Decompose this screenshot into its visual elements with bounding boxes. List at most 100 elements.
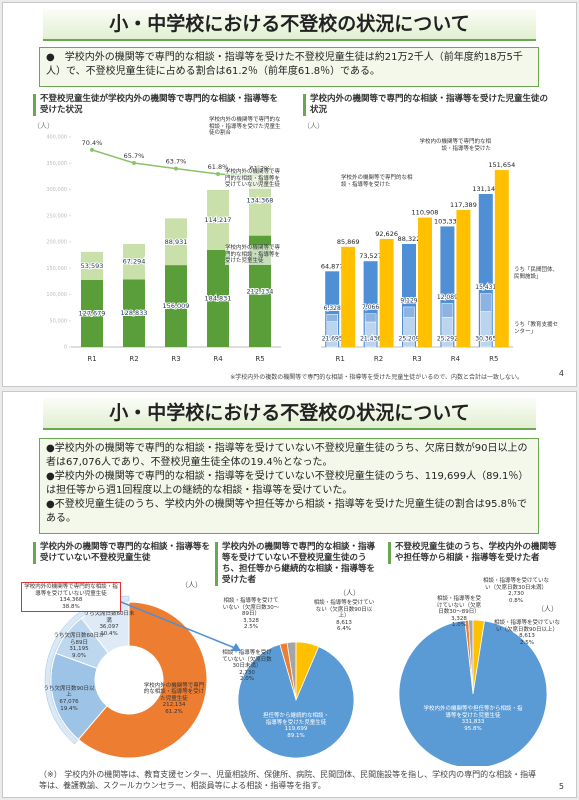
bar [207,189,229,250]
series-label: 学校内外の機関等で専門的な相談・指導等を受けていない児童生徒 [225,169,283,189]
bar [165,218,187,266]
chart-title: 学校内外の機関等で専門的な相談・指導等を受けていない不登校児童生徒のうち、担任等… [215,542,382,586]
y-tick-label: 0 [64,345,67,351]
series-label: 学校外の機関等で専門的な相談・指導等を受けた [341,175,413,188]
bullet: ●学校内外の機関等で専門的な相談・指導等を受けていない不登校児童生徒のうち、11… [46,471,529,496]
share-label: 0.8% [509,597,523,604]
bar-part [403,317,415,348]
value-label: 212,134 [162,702,186,709]
footnote: ※学校内外の複数の機関等で専門的な相談・指導等を受けた児童生徒がいるので、内数と… [230,374,523,381]
bar [418,217,432,347]
y-tick-label: 50,000 [50,318,68,324]
slice-label: 相談・指導等を受けていない（欠席日数90日以上） 8,613 6.4% [313,600,375,633]
value-label: 65.7% [124,152,145,160]
x-tick-label: R1 [336,355,345,363]
share-label: 19.4% [60,705,78,712]
value-label: 73,527 [359,252,382,260]
category-label: 学校内外の機関等や担任等から相談・指導等を受けた児童生徒 [423,706,523,719]
share-label: 89.1% [287,732,305,739]
value-label: 156,009 [163,302,190,310]
page-number: 5 [558,782,564,791]
value-label: 63.7% [166,158,187,166]
line-point [216,171,220,176]
slice-label: 相談・指導等を受けていない（欠席日数90日以上） 8,613 2.5% [493,620,561,646]
bar-part [441,303,454,318]
summary: ● 学校内外の機関等で専門的な相談・指導等を受けた不登校児童生徒は約21万2千人… [39,47,539,87]
category-label: 学校内外の機関等で専門的な相談・指導等を受けていない児童生徒 [24,584,118,597]
y-tick-label: 250,000 [46,213,67,219]
category-label: うち欠席日数60日未満 [83,611,135,624]
x-tick-label: R5 [255,355,264,363]
value-label: 128,833 [121,309,148,317]
slide-title: 小・中学校における不登校の状況について [43,398,536,430]
value-label: 85,869 [337,238,360,246]
part-label: うち「民間団体、民間施設」 [514,267,559,280]
share-label: 9.0% [72,653,86,660]
chart-title: 学校内外の機関等で専門的な相談・指導等を受けた児童生徒の状況 [303,94,550,116]
chart-canvas [237,641,355,759]
x-tick-label: R2 [129,355,138,363]
y-tick-label: 150,000 [46,266,67,272]
x-tick-label: R1 [87,355,96,363]
y-tick-label: 350,000 [46,161,67,167]
line-point [90,147,94,152]
category-label: うち欠席日数90日以上 [43,685,95,699]
value-label: 3,328 [243,617,259,624]
share-label: 1.0% [452,622,466,629]
category-label: 学校内外の機関等で専門的な相談・指導等を受けた児童生徒 [143,682,205,702]
chart: （人） 相談・指導等を受けていない（欠席日数30日未満） 2,730 0.8% 相談・指… [381,576,563,766]
slice-label: 相談・指導等を受けていない（欠席日数30～89日） 3,328 2.5% [221,598,281,631]
x-tick-label: R3 [412,355,421,363]
bar [456,210,471,347]
value-label: 67,294 [123,258,146,266]
value-label: 70.4% [82,139,103,147]
category-label: 相談・指導等を受けていない（欠席日数30～89日） [222,598,280,618]
value-label: 3,328 [451,615,467,622]
value-label: 331,833 [461,719,485,726]
value-label: 6,328 [324,305,341,312]
slide: 小・中学校における不登校の状況について ● 学校内外の機関等で専門的な相談・指導… [2,2,577,387]
bar-part [364,321,377,348]
series-label: 学校内外の機関等で専門的な相談・指導等を受けた児童生徒 [225,245,283,265]
chart: （人） うち欠席日数90日以上 67,076 19.4% うち欠席日数60日から89日 3… [21,580,216,766]
value-label: 88,931 [165,238,188,246]
slide: 小・中学校における不登校の状況について ●学校内外の機関等で専門的な相談・指導等… [2,391,577,798]
value-label: 2,730 [239,669,255,676]
category-label: 相談・指導等を受けていない（欠席日数90日以上） [313,600,375,620]
share-label: 61.2% [165,708,183,715]
bar-part [326,321,338,348]
bar [341,246,356,347]
slice-label: 担任等から継続的な相談・指導等を受けた児童生徒 119,699 89.1% [261,713,331,739]
chart: 0 50,000 100,000 150,000 200,000 250,000 300,0… [31,117,289,367]
value-label: 212,134 [247,287,274,295]
value-label: 67,076 [59,698,79,705]
share-label: 95.8% [464,725,482,732]
value-label: 8,613 [336,619,352,626]
unit: （人） [339,589,360,597]
bar-part [441,317,454,348]
slice-label: 学校内外の機関等で専門的な相談・指導等を受けた児童生徒 212,134 61.2% [142,683,206,716]
category-label: 相談・指導等を受けていない（欠席日数30日未満） [482,578,549,591]
value-label: 117,389 [450,201,477,209]
slide-title: 小・中学校における不登校の状況について [43,9,536,41]
page-number: 4 [558,369,564,378]
bar [81,251,103,280]
chart-canvas [398,619,548,766]
value-label: 114,217 [205,216,232,224]
slice [237,643,355,759]
slice-label: うち欠席日数60日から89日 31,195 9.0% [53,633,105,659]
chart-canvas: 0 50,000 100,000 150,000 200,000 250,000 300,0… [46,135,281,363]
value-label: 25,292 [437,336,458,343]
x-tick-label: R5 [489,355,498,363]
bar [123,244,145,280]
value-label: 134,368 [247,196,274,204]
chart: （人） 相談・指導等を受けていない（欠席日数30日未満） 2,730 2.0% 相談・指… [221,588,376,766]
unit: （人） [33,122,54,130]
value-label: 151,654 [488,161,515,169]
share-label: 38.8% [62,603,80,610]
series-label: 学校内外の機関等で専門的な相談・指導等を受けた児童生徒の割合 [209,117,281,137]
x-tick-label: R4 [213,355,223,363]
bar [81,279,103,347]
category-label: 相談・指導等を受けていない（欠席日数30日未満） [222,650,272,670]
